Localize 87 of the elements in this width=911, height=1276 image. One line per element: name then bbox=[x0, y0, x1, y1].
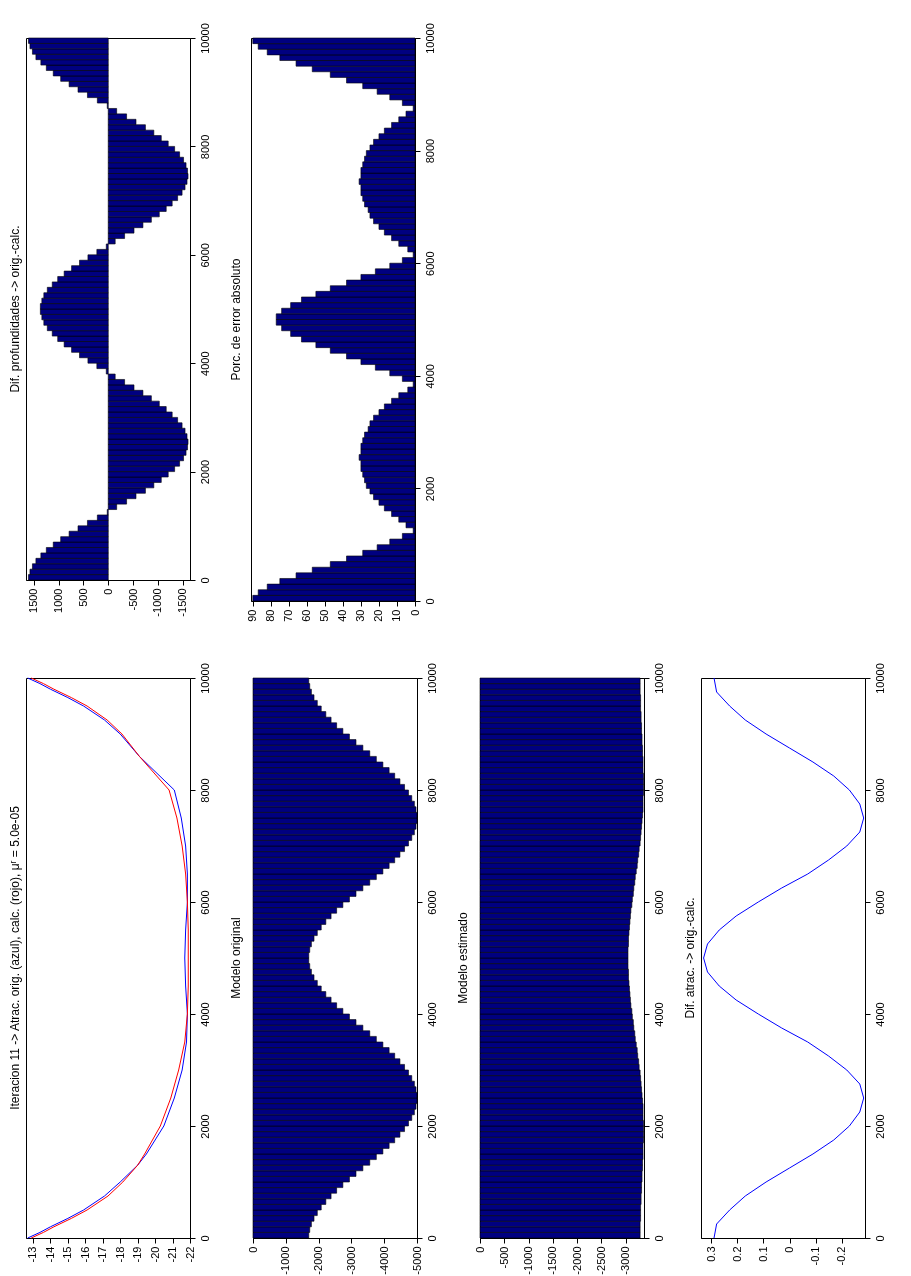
x-tick-label: 0.2 bbox=[730, 1246, 743, 1262]
x-tick-label: 0.1 bbox=[756, 1246, 769, 1262]
x-tick-label: -22 bbox=[183, 1246, 196, 1263]
y-tick-label: 6000 bbox=[652, 890, 665, 915]
x-tick-label: -17 bbox=[96, 1246, 109, 1263]
y-tick-label: 6000 bbox=[423, 251, 436, 276]
y-tick-label: 10000 bbox=[423, 23, 436, 54]
y-tick-label: 10000 bbox=[198, 23, 211, 54]
y-tick-label: 6000 bbox=[425, 890, 438, 915]
y-tick-label: 6000 bbox=[198, 890, 211, 915]
y-tick-label: 0 bbox=[198, 1235, 211, 1242]
x-tick-label: 0 bbox=[783, 1246, 796, 1253]
y-tick-label: 8000 bbox=[873, 778, 886, 803]
y-tick-label: 10000 bbox=[425, 663, 438, 694]
x-tick-label: -1500 bbox=[546, 1246, 559, 1275]
x-tick-label: 1500 bbox=[27, 588, 40, 613]
x-tick-label: -20 bbox=[148, 1246, 161, 1263]
x-tick-label: 0 bbox=[408, 609, 421, 616]
x-tick-label: -4000 bbox=[377, 1246, 390, 1275]
x-tick-label: -500 bbox=[126, 588, 139, 611]
x-tick-label: -1000 bbox=[151, 588, 164, 617]
x-tick-label: 80 bbox=[264, 609, 277, 622]
x-tick-label: 20 bbox=[372, 609, 385, 622]
x-tick-label: -1500 bbox=[176, 588, 189, 617]
y-tick-label: 2000 bbox=[198, 1114, 211, 1139]
x-tick-label: -14 bbox=[43, 1246, 56, 1263]
x-tick-label: 500 bbox=[76, 588, 89, 607]
x-tick-label: -1000 bbox=[522, 1246, 535, 1275]
x-tick-label: 60 bbox=[300, 609, 313, 622]
y-tick-label: 2000 bbox=[425, 1114, 438, 1139]
y-tick-label: 2000 bbox=[652, 1114, 665, 1139]
x-tick-label: -19 bbox=[131, 1246, 144, 1263]
x-tick-label: -1000 bbox=[279, 1246, 292, 1275]
x-tick-label: -13 bbox=[26, 1246, 39, 1263]
y-tick-label: 4000 bbox=[652, 1002, 665, 1027]
y-tick-label: 0 bbox=[198, 577, 211, 584]
y-tick-label: 0 bbox=[425, 1235, 438, 1242]
text: Dif. profundidades -> orig.-calc. bbox=[8, 225, 22, 393]
text: Modelo estimado bbox=[456, 911, 470, 1004]
text: Porc. de error absoluto bbox=[228, 258, 243, 381]
x-tick-label: 1000 bbox=[52, 588, 65, 613]
x-tick-label: 90 bbox=[246, 609, 259, 622]
y-tick-label: 4000 bbox=[198, 1002, 211, 1027]
y-tick-label: 6000 bbox=[198, 243, 211, 268]
x-tick-label: -5000 bbox=[410, 1246, 423, 1275]
x-tick-label: -15 bbox=[61, 1246, 74, 1263]
x-tick-label: -500 bbox=[497, 1246, 510, 1269]
y-tick-label: 8000 bbox=[425, 778, 438, 803]
x-tick-label: 50 bbox=[318, 609, 331, 622]
x-tick-label: 0 bbox=[473, 1246, 486, 1253]
y-tick-label: 2000 bbox=[198, 459, 211, 485]
y-tick-label: 10000 bbox=[652, 663, 665, 694]
y-tick-label: 4000 bbox=[873, 1002, 886, 1027]
x-tick-label: 0.3 bbox=[704, 1246, 717, 1262]
y-tick-label: 0 bbox=[873, 1235, 886, 1242]
y-tick-label: 0 bbox=[652, 1235, 665, 1242]
y-tick-label: 8000 bbox=[198, 134, 211, 160]
x-tick-label: -18 bbox=[113, 1246, 126, 1263]
y-tick-label: 2000 bbox=[423, 476, 436, 502]
y-tick-label: 8000 bbox=[198, 778, 211, 803]
x-tick-label: -3000 bbox=[344, 1246, 357, 1275]
x-tick-label: 0 bbox=[101, 588, 114, 595]
x-tick-label: -3000 bbox=[619, 1246, 632, 1275]
x-tick-label: -16 bbox=[78, 1246, 91, 1263]
y-tick-label: 10000 bbox=[198, 663, 211, 694]
x-tick-label: 30 bbox=[354, 609, 367, 622]
text: Iteracion 11 -> Atrac. orig. (azul), calc. (rojo), μʳ = 5.0e-05 bbox=[8, 805, 22, 1110]
x-tick-label: -2500 bbox=[594, 1246, 607, 1275]
text: Modelo original bbox=[229, 917, 243, 999]
x-tick-label: -0.2 bbox=[835, 1246, 848, 1266]
y-tick-label: 4000 bbox=[423, 364, 436, 389]
x-tick-label: -2000 bbox=[570, 1246, 583, 1275]
x-tick-label: -0.1 bbox=[809, 1246, 822, 1266]
y-tick-label: 10000 bbox=[873, 663, 886, 694]
y-tick-label: 8000 bbox=[652, 778, 665, 803]
y-tick-label: 2000 bbox=[873, 1114, 886, 1139]
x-tick-label: 0 bbox=[246, 1246, 259, 1253]
y-tick-label: 4000 bbox=[425, 1002, 438, 1027]
y-tick-label: 6000 bbox=[873, 890, 886, 915]
x-tick-label: 40 bbox=[336, 609, 349, 622]
x-tick-label: 70 bbox=[282, 609, 295, 622]
x-tick-label: -21 bbox=[166, 1246, 179, 1263]
y-tick-label: 8000 bbox=[423, 138, 436, 164]
x-tick-label: 10 bbox=[390, 609, 403, 622]
y-tick-label: 4000 bbox=[198, 351, 211, 376]
text: Dif. atrac. -> orig.-calc. bbox=[683, 897, 697, 1019]
x-tick-label: -2000 bbox=[312, 1246, 325, 1275]
